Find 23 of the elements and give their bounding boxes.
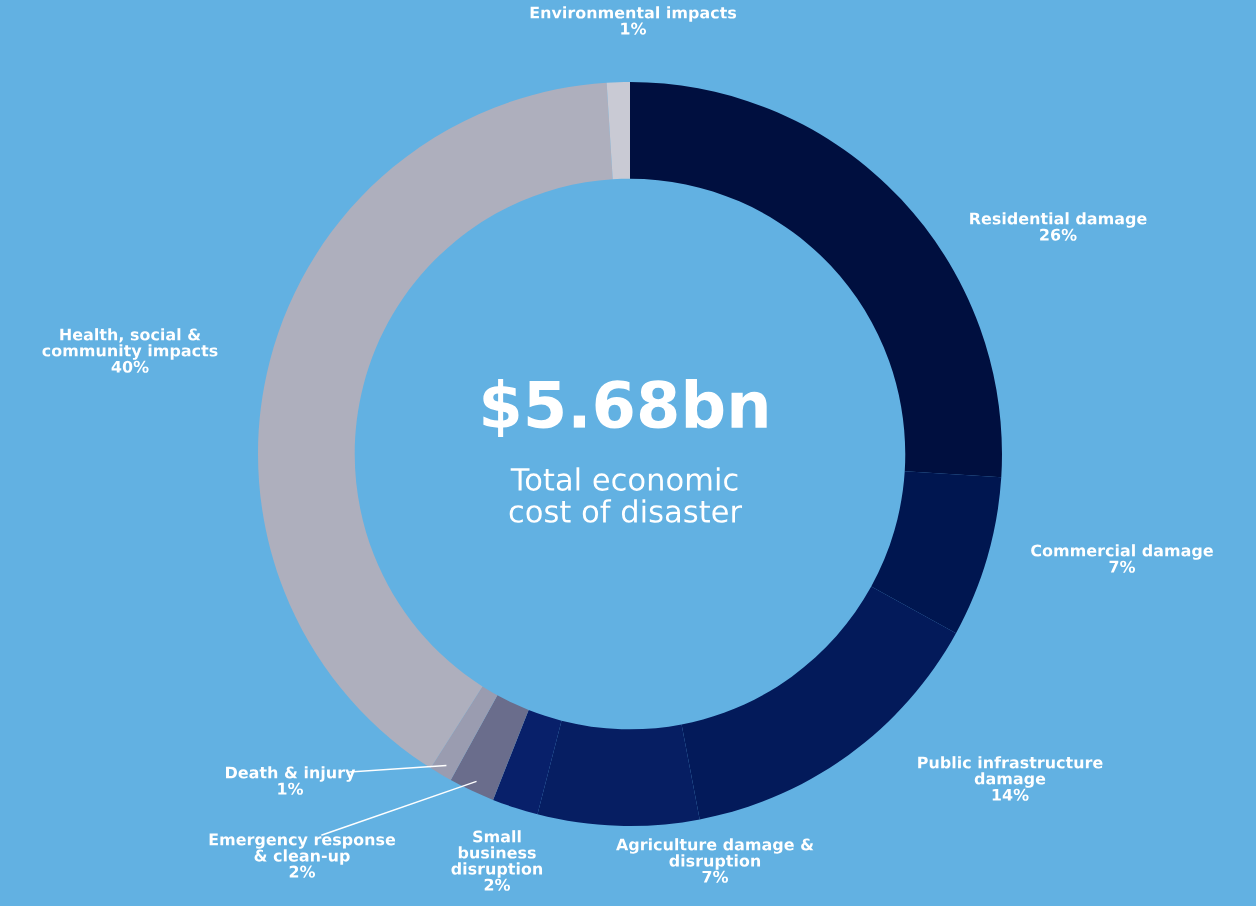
text: Total economic cost of disaster xyxy=(509,467,743,523)
slice-label: Agriculture damage & disruption xyxy=(616,838,814,870)
slice-label: Small business disruption xyxy=(451,830,543,878)
data-label: 2% xyxy=(484,878,511,891)
data-label: 1% xyxy=(621,22,647,35)
text: $5.68bn xyxy=(483,379,767,438)
slice-label: Public infrastructure damage xyxy=(918,756,1103,788)
data-label: 14% xyxy=(992,788,1029,801)
slice-label: Environmental impacts xyxy=(530,6,737,22)
data-label: 7% xyxy=(702,870,729,883)
data-label: 40% xyxy=(111,360,149,373)
data-label: 26% xyxy=(1040,228,1077,241)
slice-label: Death & injury xyxy=(226,766,356,782)
data-label: 1% xyxy=(278,782,304,795)
donut-slice xyxy=(606,82,630,180)
donut-slice xyxy=(450,695,529,800)
slice-label: Residential damage xyxy=(970,212,1147,228)
slice-label: Emergency response & clean-up xyxy=(209,833,396,865)
data-label: 2% xyxy=(289,865,316,878)
slice-label: Commercial damage xyxy=(1031,544,1213,560)
slice-label: Health, social & community impacts xyxy=(42,328,218,360)
data-label: 7% xyxy=(1109,560,1136,573)
donut-slice xyxy=(430,686,498,780)
